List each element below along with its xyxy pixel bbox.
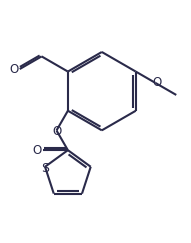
Text: O: O (152, 77, 161, 89)
Text: O: O (10, 62, 19, 76)
Text: O: O (52, 125, 61, 138)
Text: O: O (32, 144, 42, 157)
Text: S: S (41, 162, 49, 174)
